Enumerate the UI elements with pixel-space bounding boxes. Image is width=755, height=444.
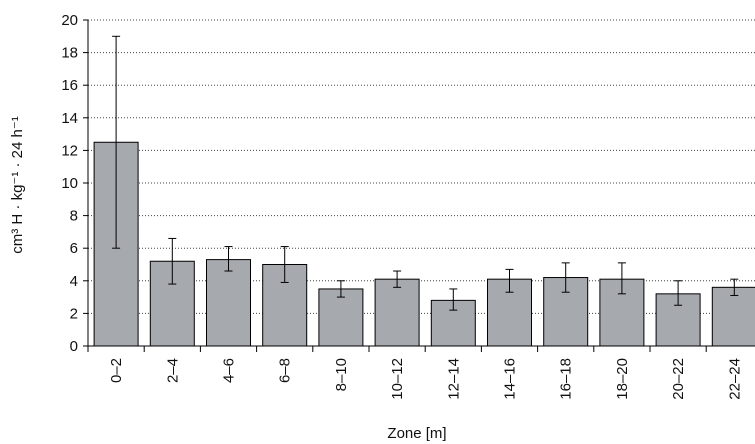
- y-tick-label: 18: [61, 45, 78, 62]
- x-tick-label: 2–4: [164, 358, 181, 383]
- x-tick-label: 14–16: [502, 358, 519, 400]
- x-tick-label: 22–24: [726, 358, 743, 400]
- y-tick-label: 12: [61, 142, 78, 159]
- x-tick-label: 20–22: [670, 358, 687, 400]
- error-bars: [112, 35, 739, 311]
- x-tick-label: 10–12: [389, 358, 406, 400]
- x-tick-label: 4–6: [221, 358, 238, 383]
- y-tick-label: 6: [70, 240, 78, 257]
- axes: [83, 19, 755, 352]
- bar: [318, 288, 364, 347]
- y-tick-label: 14: [61, 110, 78, 127]
- x-tick-label: 6–8: [277, 358, 294, 383]
- y-tick-labels: 0 2 4 6 8 10 12 14 16 18 20: [61, 12, 78, 355]
- x-axis-title: Zone [m]: [387, 425, 446, 442]
- y-tick-label: 16: [61, 77, 78, 94]
- x-tick-labels: 0–2 2–4 4–6 6–8 8–10 10–12 12–14 14–16 16–18 18–2…: [108, 358, 743, 400]
- bars: [93, 141, 755, 347]
- y-tick-label: 10: [61, 175, 78, 192]
- x-tick-label: 8–10: [333, 358, 350, 391]
- bar: [374, 278, 420, 347]
- gridlines: [88, 19, 755, 314]
- y-tick-label: 4: [70, 273, 78, 290]
- bar: [711, 286, 755, 347]
- x-tick-label: 12–14: [445, 358, 462, 400]
- x-tick-label: 18–20: [614, 358, 631, 400]
- x-tick-label: 16–18: [558, 358, 575, 400]
- y-axis-title: cm³ H · kg⁻¹ · 24 h⁻¹: [9, 116, 26, 254]
- y-tick-label: 2: [70, 305, 78, 322]
- y-tick-label: 0: [70, 338, 78, 355]
- y-tick-label: 8: [70, 208, 78, 225]
- x-tick-label: 0–2: [108, 358, 125, 383]
- y-tick-label: 20: [61, 12, 78, 29]
- bar: [206, 259, 251, 347]
